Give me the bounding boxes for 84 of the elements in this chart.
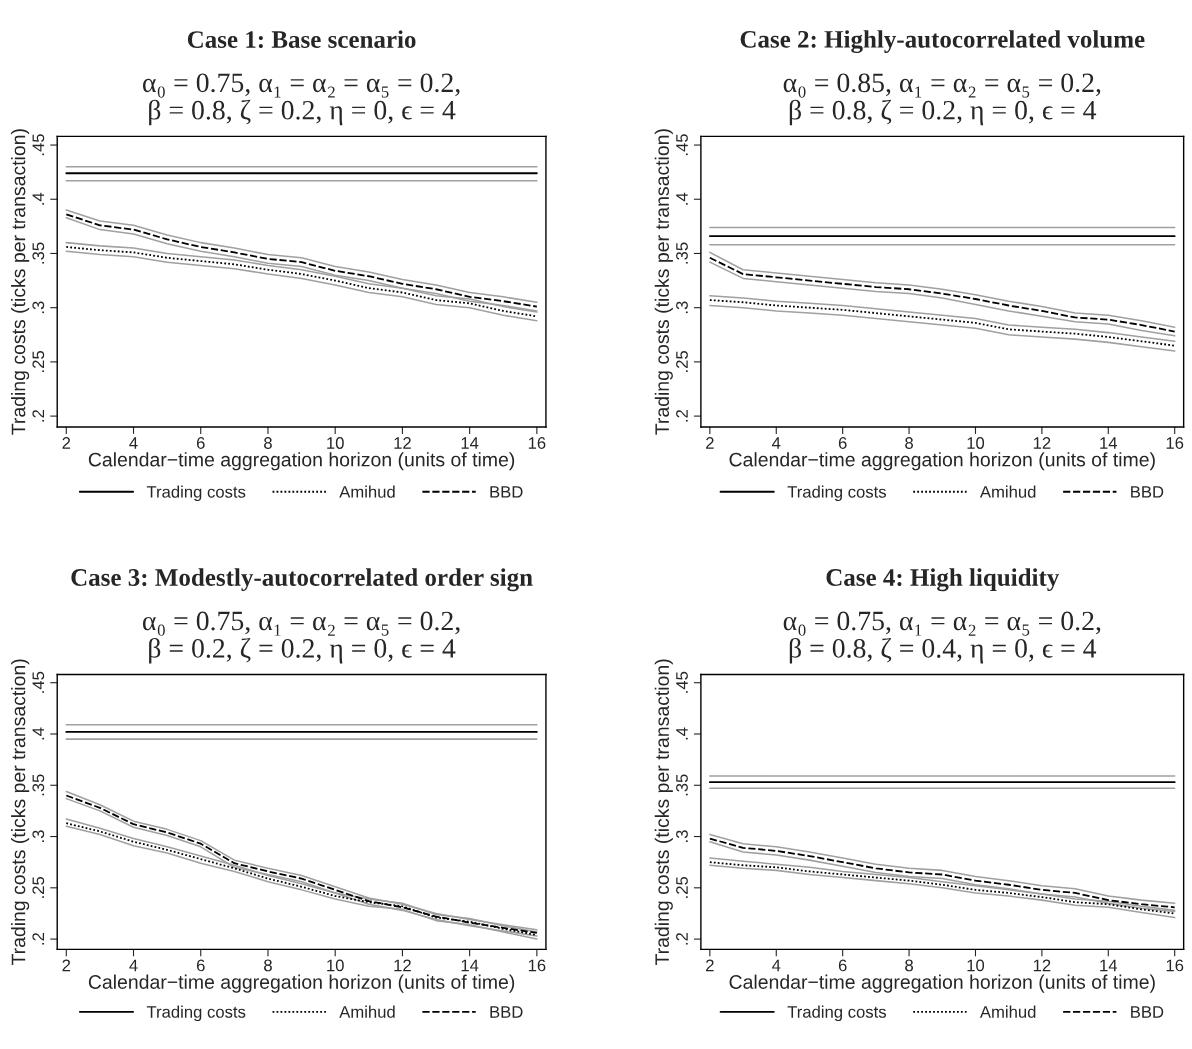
x-axis-title: Calendar−time aggregation horizon (units of time) [729,974,1155,993]
legend-label: Amihud [979,485,1036,498]
y-tick-label: .45 [32,671,45,693]
chart-title: Case 1: Base scenario [187,30,416,49]
x-axis-title: Calendar−time aggregation horizon (units of time) [88,974,515,993]
legend-label: Amihud [339,1005,395,1018]
x-tick-label: 10 [967,959,985,972]
y-tick-label: .4 [676,192,688,205]
x-tick-label: 12 [394,959,411,972]
y-tick-label: .45 [676,671,688,693]
legend-label: Trading costs [787,485,886,502]
y-tick-label: .35 [32,774,45,796]
x-tick-label: 2 [706,437,714,449]
chart-subtitle: α₀ = 0.75, α₁ = α₂ = α₅ = 0.2, β = 0.8, ζ = 0.4, η = 0, ϵ = 4 [783,611,1101,664]
y-tick-label: .25 [32,876,45,898]
y-tick-label: .3 [32,301,45,314]
legend-label: Amihud [979,1005,1036,1018]
y-tick-label: .3 [676,301,688,314]
x-tick-label: 4 [772,437,781,449]
x-tick-label: 10 [327,959,344,972]
y-tick-label: .4 [32,727,45,740]
x-tick-label: 12 [1033,959,1051,972]
legend-label: Trading costs [146,485,246,502]
x-tick-label: 6 [196,437,205,449]
y-tick-label: .25 [676,351,688,372]
x-axis-title: Calendar−time aggregation horizon (units of time) [729,452,1155,471]
x-tick-label: 12 [1033,437,1051,449]
x-tick-label: 8 [264,437,272,449]
y-tick-label: .3 [676,830,688,842]
y-tick-label: .45 [676,134,688,156]
x-tick-label: 14 [461,437,479,449]
legend-label: Trading costs [787,1005,886,1022]
legend-label: BBD [1131,486,1164,498]
y-axis-title: Trading costs (ticks per transaction) [654,659,673,966]
chart-title: Case 3: Modestly-autocorrelated order sign [71,568,533,592]
x-tick-label: 10 [967,437,985,449]
chart-subtitle: α₀ = 0.75, α₁ = α₂ = α₅ = 0.2, β = 0.8, ζ = 0.2, η = 0, ϵ = 4 [142,73,460,126]
x-tick-label: 4 [129,437,138,449]
y-tick-label: .35 [32,242,45,264]
chart-title: Case 2: Highly-autocorrelated volume [740,30,1145,54]
y-tick-label: .2 [676,409,688,422]
y-tick-label: .4 [676,727,688,740]
legend-label: BBD [1131,1006,1164,1018]
x-tick-label: 14 [1100,959,1118,972]
x-tick-label: 6 [838,437,847,449]
x-tick-label: 10 [327,437,344,449]
x-tick-label: 6 [838,959,847,972]
y-axis-title: Trading costs (ticks per transaction) [11,659,30,966]
y-tick-label: .2 [32,932,45,945]
y-tick-label: .35 [676,242,688,264]
legend-label: BBD [490,1006,523,1018]
x-axis-title: Calendar−time aggregation horizon (units of time) [88,452,515,471]
chart-title: Case 4: High liquidity [826,568,1060,592]
x-tick-label: 12 [394,437,411,449]
y-tick-label: .35 [676,774,688,796]
x-tick-label: 6 [196,959,205,972]
chart-subtitle: α₀ = 0.85, α₁ = α₂ = α₅ = 0.2, β = 0.8, ζ = 0.2, η = 0, ϵ = 4 [783,73,1101,126]
x-tick-label: 14 [461,959,479,972]
chart-subtitle: α₀ = 0.75, α₁ = α₂ = α₅ = 0.2, β = 0.2, ζ = 0.2, η = 0, ϵ = 4 [142,611,460,664]
x-tick-label: 8 [905,437,913,449]
x-tick-label: 16 [1166,959,1184,972]
y-axis-title: Trading costs (ticks per transaction) [11,129,30,435]
legend-label: Amihud [339,485,395,498]
y-tick-label: .25 [676,876,688,898]
y-axis-title: Trading costs (ticks per transaction) [654,129,673,435]
x-tick-label: 4 [129,959,138,972]
y-tick-label: .25 [32,351,45,372]
legend-label: Trading costs [146,1005,246,1022]
x-tick-label: 2 [62,959,71,972]
x-tick-label: 8 [905,959,913,972]
y-tick-label: .2 [32,409,45,422]
y-tick-label: .2 [676,932,688,945]
x-tick-label: 2 [62,437,71,449]
x-tick-label: 2 [706,959,714,972]
x-tick-label: 4 [772,959,781,972]
y-tick-label: .3 [32,830,45,842]
legend-label: BBD [490,486,523,498]
x-tick-label: 14 [1100,437,1118,449]
x-tick-label: 8 [264,959,272,972]
x-tick-label: 16 [1166,437,1184,449]
x-tick-label: 16 [528,959,546,972]
y-tick-label: .4 [32,192,45,205]
x-tick-label: 16 [528,437,546,449]
y-tick-label: .45 [32,134,45,156]
